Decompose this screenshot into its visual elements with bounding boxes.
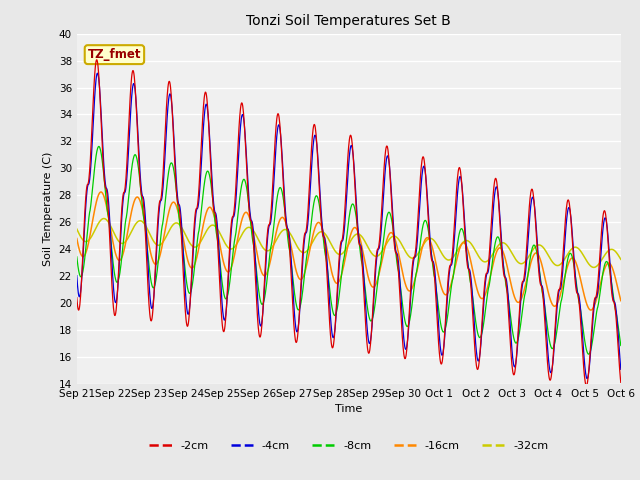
Legend: -2cm, -4cm, -8cm, -16cm, -32cm: -2cm, -4cm, -8cm, -16cm, -32cm bbox=[145, 437, 553, 456]
X-axis label: Time: Time bbox=[335, 405, 362, 414]
Text: TZ_fmet: TZ_fmet bbox=[88, 48, 141, 61]
Y-axis label: Soil Temperature (C): Soil Temperature (C) bbox=[43, 152, 53, 266]
Title: Tonzi Soil Temperatures Set B: Tonzi Soil Temperatures Set B bbox=[246, 14, 451, 28]
